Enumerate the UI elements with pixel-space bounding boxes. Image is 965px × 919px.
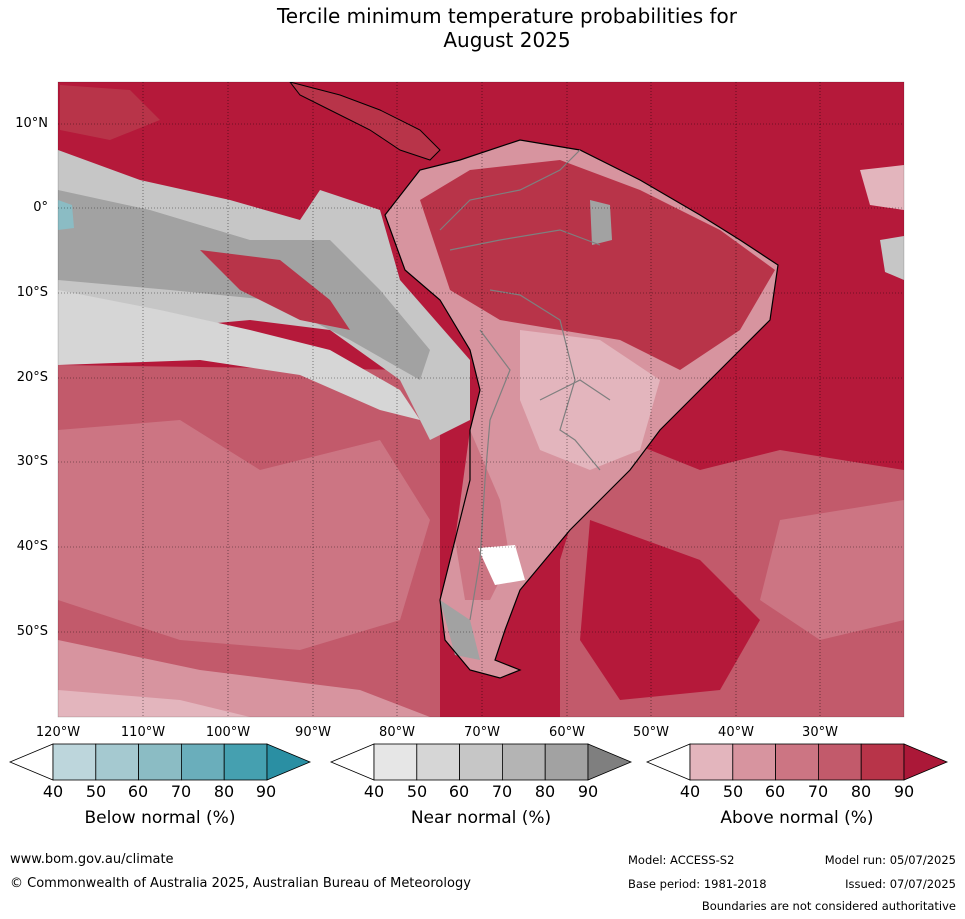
near-colorbar-segment	[501, 743, 546, 781]
above-colorbar-segment	[860, 743, 905, 781]
east-atlantic-near-patch	[880, 236, 904, 280]
country-boundaries	[439, 149, 611, 621]
pacific-above-weak	[58, 420, 430, 650]
near-colorbar-segment	[416, 743, 460, 781]
above-colorbar-segment	[818, 743, 862, 781]
below-colorbar-segment	[180, 743, 225, 781]
above-colorbar-segment	[689, 743, 734, 781]
lat-label-10s: 10°S	[16, 285, 48, 300]
near-colorbar-segment	[373, 743, 418, 781]
atlantic-above-weak	[760, 500, 904, 640]
lon-label-30w: 30°W	[802, 725, 838, 740]
coastline	[384, 139, 779, 679]
lon-label-60w: 60°W	[549, 725, 585, 740]
near-tick-60: 60	[448, 782, 470, 801]
south-chile-near-normal	[440, 600, 480, 660]
near-colorbar-segment	[459, 743, 503, 781]
map-field	[58, 82, 904, 717]
lat-label-40s: 40°S	[16, 539, 48, 554]
below-colorbar-segment	[52, 743, 97, 781]
below-tick-70: 70	[170, 782, 192, 801]
below-tick-80: 80	[213, 782, 235, 801]
near-tick-40: 40	[363, 782, 385, 801]
lon-label-90w: 90°W	[295, 725, 331, 740]
below-tick-90: 90	[255, 782, 277, 801]
above-normal-label: Above normal (%)	[720, 808, 874, 828]
colorbar-near-normal	[329, 743, 633, 781]
below-colorbar-segment	[223, 743, 268, 781]
above-colorbar-segment	[775, 743, 819, 781]
below-colorbar-high-arrow	[266, 743, 312, 781]
below-normal-label: Below normal (%)	[84, 808, 236, 828]
pacific-below-normal-patch	[58, 200, 74, 230]
near-colorbar-segment	[544, 743, 589, 781]
lon-label-80w: 80°W	[379, 725, 415, 740]
near-tick-80: 80	[534, 782, 556, 801]
atlantic-above-strong	[580, 520, 760, 700]
map-title-line-2: August 2025	[443, 28, 571, 52]
lat-label-10n: 10°N	[15, 116, 48, 131]
above-tick-40: 40	[679, 782, 701, 801]
north-atlantic-patch	[860, 165, 904, 210]
lat-label-0: 0°	[33, 200, 48, 215]
near-normal-label: Near normal (%)	[410, 808, 552, 828]
lon-label-70w: 70°W	[464, 725, 500, 740]
map-frame	[57, 81, 905, 718]
colorbar-above-normal	[645, 743, 949, 781]
lon-label-50w: 50°W	[633, 725, 669, 740]
above-colorbar-segment	[732, 743, 776, 781]
base-period: Base period: 1981-2018	[628, 877, 767, 891]
above-tick-90: 90	[893, 782, 915, 801]
lon-label-110w: 110°W	[120, 725, 166, 740]
lon-label-120w: 120°W	[35, 725, 81, 740]
near-tick-50: 50	[406, 782, 428, 801]
near-tick-90: 90	[577, 782, 599, 801]
pacific-near-normal-weak	[58, 290, 420, 420]
model-run: Model run: 05/07/2025	[824, 853, 956, 867]
below-colorbar-low-arrow	[8, 743, 54, 781]
near-colorbar-high-arrow	[587, 743, 633, 781]
above-tick-50: 50	[722, 782, 744, 801]
north-pacific-patch	[60, 85, 160, 140]
above-tick-70: 70	[807, 782, 829, 801]
lat-label-20s: 20°S	[16, 370, 48, 385]
lat-label-50s: 50°S	[16, 624, 48, 639]
patagonia-low-probability	[478, 545, 525, 585]
brazil-interior-light	[520, 330, 660, 470]
pacific-south-light	[58, 690, 250, 717]
boundaries-disclaimer: Boundaries are not considered authoritat…	[701, 899, 956, 913]
map-title-line-1: Tercile minimum temperature probabilitie…	[276, 4, 738, 28]
central-america	[289, 82, 441, 161]
above-colorbar-low-arrow	[645, 743, 691, 781]
site-link[interactable]: www.bom.gov.au/climate	[10, 852, 174, 867]
near-tick-70: 70	[491, 782, 513, 801]
above-tick-60: 60	[764, 782, 786, 801]
near-colorbar-low-arrow	[329, 743, 375, 781]
map-title: Tercile minimum temperature probabilitie…	[0, 4, 965, 52]
below-tick-50: 50	[85, 782, 107, 801]
copyright: © Commonwealth of Australia 2025, Austra…	[10, 876, 471, 891]
below-tick-40: 40	[42, 782, 64, 801]
below-colorbar-segment	[138, 743, 182, 781]
below-colorbar-segment	[95, 743, 140, 781]
amazon-above-strong	[420, 160, 775, 370]
issued-date: Issued: 07/07/2025	[845, 877, 956, 891]
model-name: Model: ACCESS-S2	[628, 853, 735, 867]
lat-label-30s: 30°S	[16, 454, 48, 469]
above-colorbar-high-arrow	[903, 743, 949, 781]
lon-label-40w: 40°W	[718, 725, 754, 740]
lon-label-100w: 100°W	[205, 725, 251, 740]
below-tick-60: 60	[127, 782, 149, 801]
above-tick-80: 80	[850, 782, 872, 801]
gridlines	[58, 82, 904, 717]
colorbar-below-normal	[8, 743, 312, 781]
pacific-above-tongue	[200, 250, 350, 330]
amazon-near-normal-patch	[590, 200, 612, 245]
